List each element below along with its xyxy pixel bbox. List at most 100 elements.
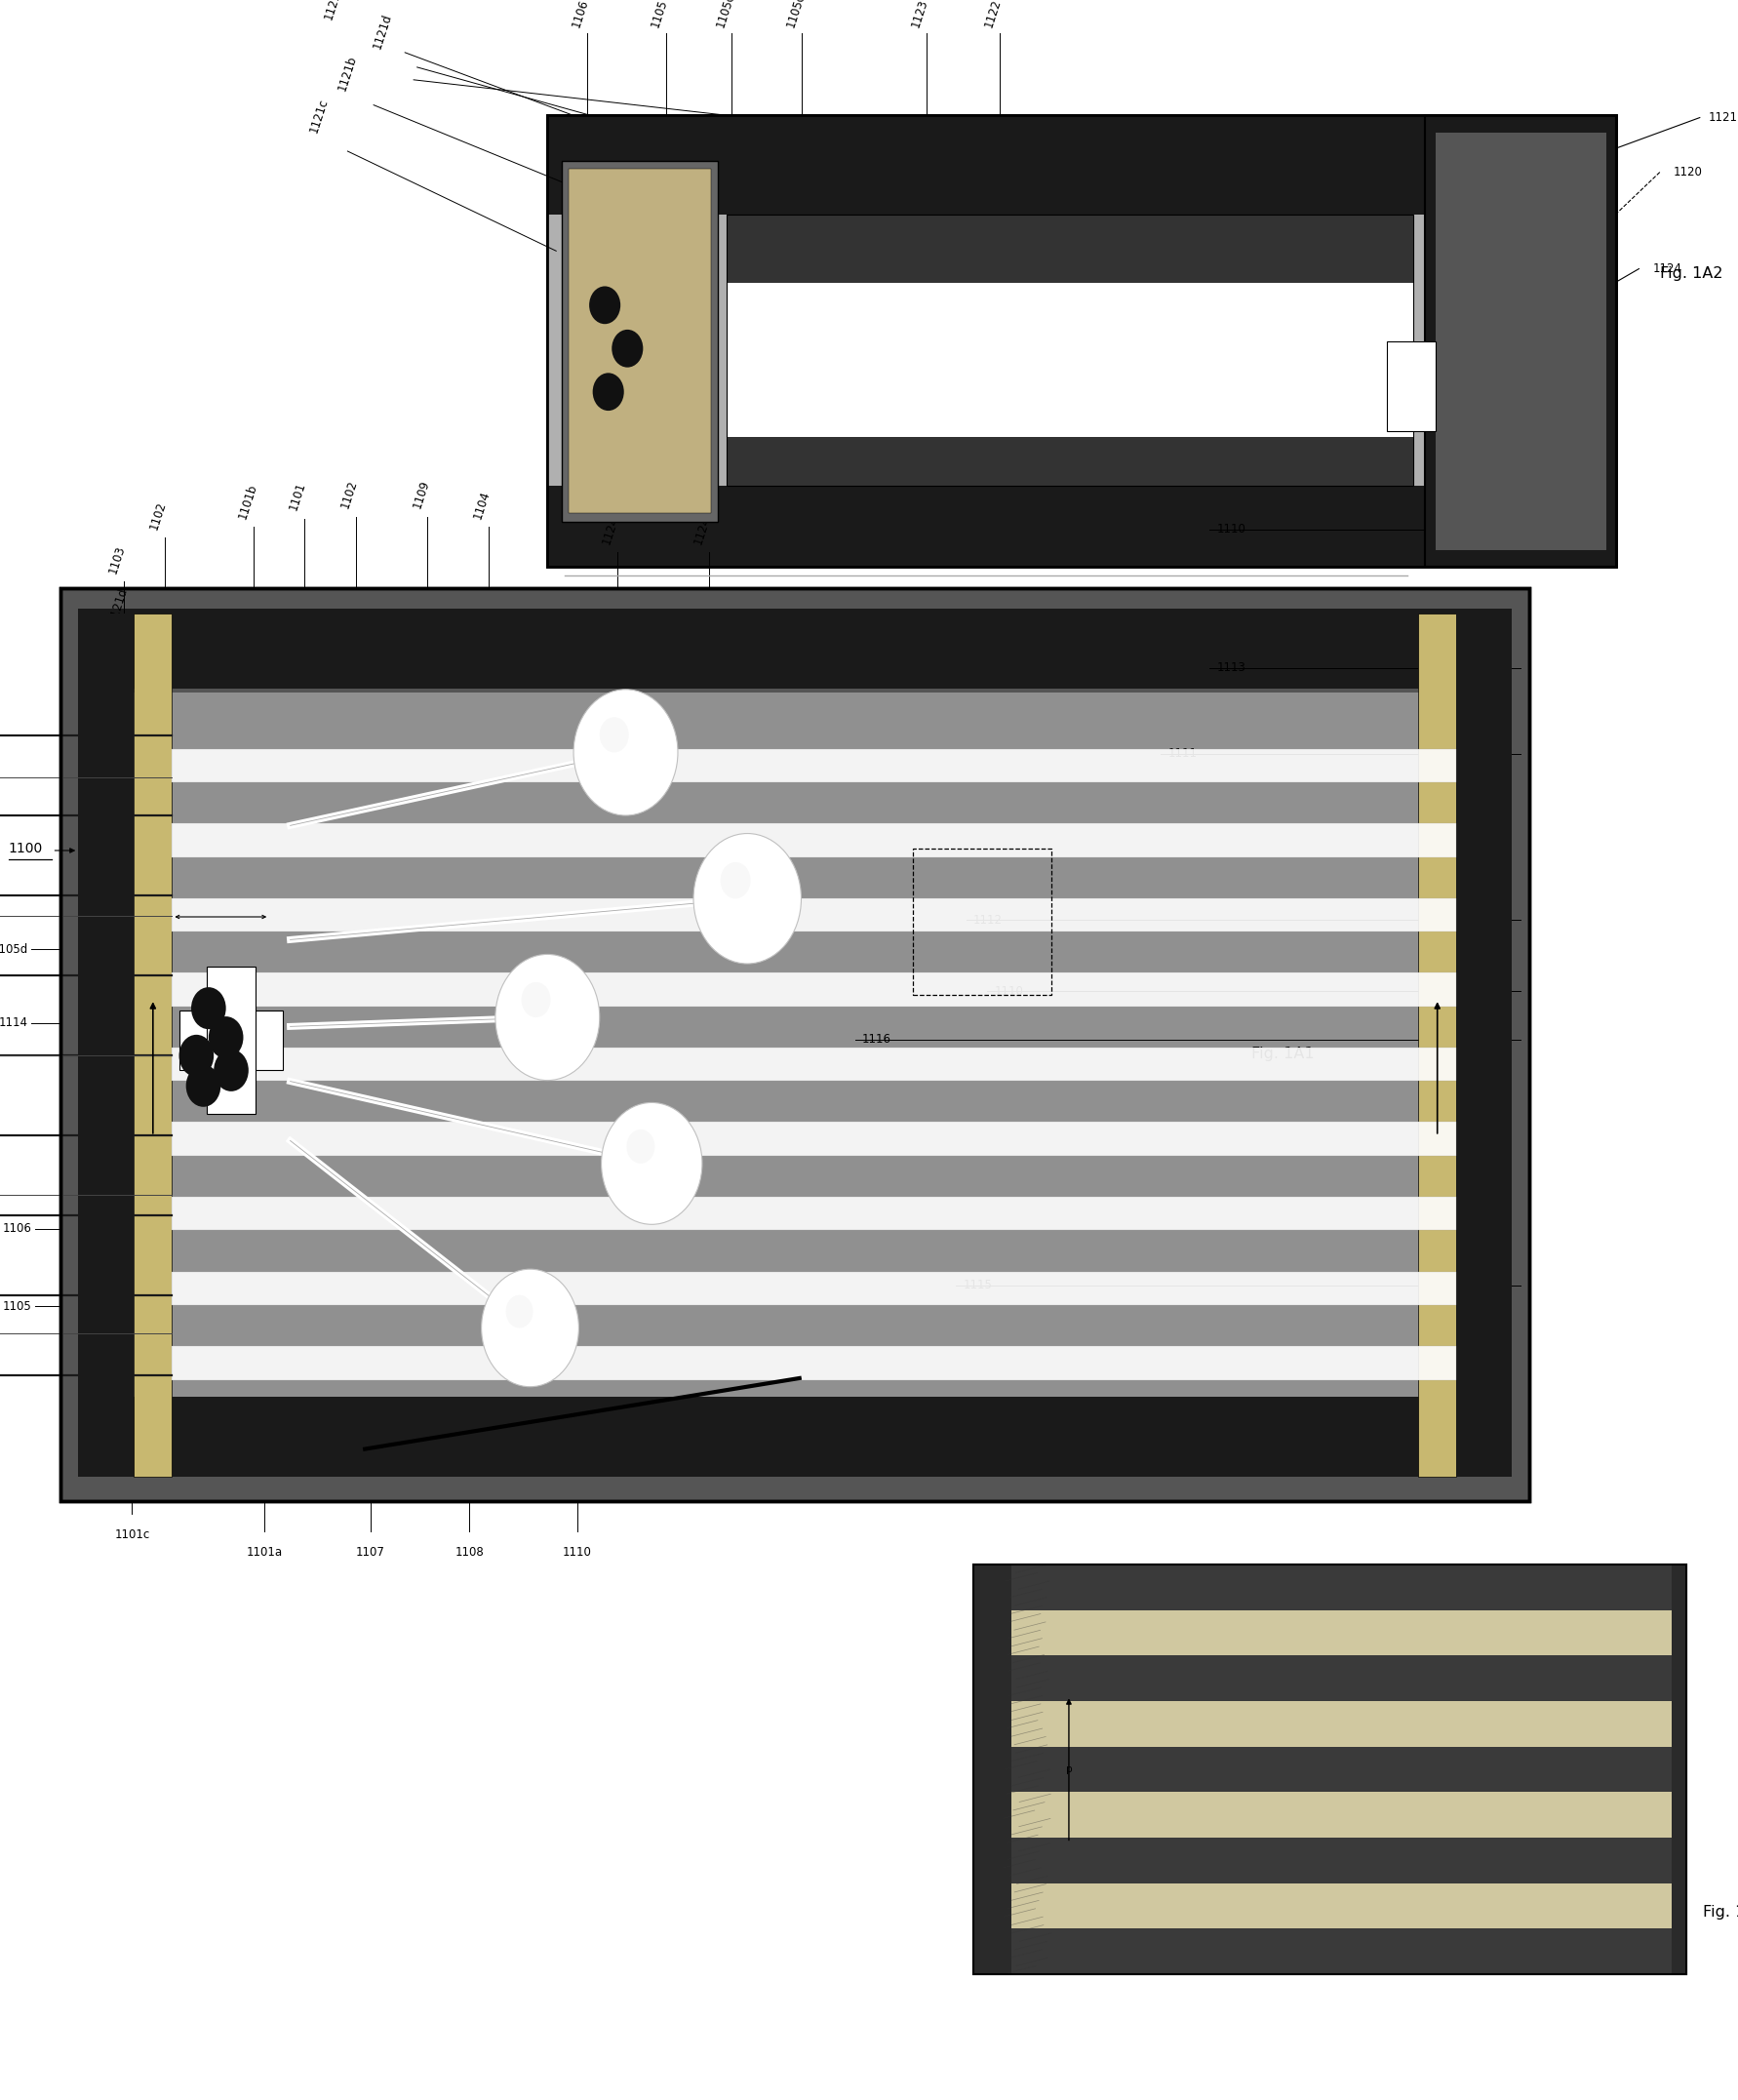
Text: 1121b: 1121b bbox=[335, 55, 360, 92]
Text: 1106: 1106 bbox=[2, 1222, 31, 1235]
Circle shape bbox=[506, 1296, 534, 1327]
Text: 1109: 1109 bbox=[410, 479, 431, 510]
Text: 1105: 1105 bbox=[648, 0, 669, 29]
Text: 1105d: 1105d bbox=[784, 0, 806, 29]
Circle shape bbox=[574, 689, 678, 815]
Bar bbox=[1012, 1928, 1672, 1974]
Bar bbox=[547, 116, 1616, 567]
Bar bbox=[172, 1346, 1456, 1380]
Bar bbox=[912, 848, 1051, 995]
Text: 1105c: 1105c bbox=[714, 0, 737, 29]
Text: 1124a: 1124a bbox=[600, 508, 622, 546]
Bar bbox=[61, 588, 1529, 1502]
Circle shape bbox=[600, 718, 629, 752]
Text: 1121c: 1121c bbox=[308, 97, 330, 134]
Text: 1101a: 1101a bbox=[247, 1546, 282, 1558]
Text: 1120: 1120 bbox=[1674, 166, 1703, 178]
Text: 1121a: 1121a bbox=[322, 0, 344, 21]
Bar bbox=[1456, 613, 1512, 1476]
Text: 1108: 1108 bbox=[455, 1546, 483, 1558]
Bar bbox=[1418, 613, 1456, 1476]
Text: 1102: 1102 bbox=[339, 479, 360, 510]
Bar bbox=[1012, 1791, 1672, 1838]
Bar bbox=[78, 609, 1512, 689]
Text: 1101b: 1101b bbox=[236, 483, 259, 521]
Bar bbox=[78, 693, 1512, 1396]
Bar bbox=[172, 1271, 1456, 1304]
Bar bbox=[973, 1564, 1686, 1974]
Text: 1110: 1110 bbox=[563, 1546, 591, 1558]
Text: 1113: 1113 bbox=[1217, 662, 1246, 674]
Circle shape bbox=[209, 1016, 243, 1058]
Bar bbox=[61, 588, 1529, 1502]
Bar bbox=[561, 162, 718, 523]
Bar bbox=[172, 972, 1456, 1006]
Text: 1115: 1115 bbox=[963, 1279, 992, 1292]
Bar bbox=[207, 966, 255, 1113]
Bar bbox=[973, 1564, 1686, 1974]
Bar bbox=[172, 1048, 1456, 1082]
Text: 1107: 1107 bbox=[356, 1546, 384, 1558]
Text: 1104: 1104 bbox=[471, 489, 492, 521]
Bar bbox=[726, 284, 1413, 437]
Circle shape bbox=[593, 374, 624, 412]
Text: Fig. 1A2: Fig. 1A2 bbox=[1660, 267, 1722, 281]
Bar bbox=[1387, 340, 1436, 433]
Bar bbox=[1012, 1838, 1672, 1884]
Text: 1122: 1122 bbox=[982, 0, 1003, 29]
Bar bbox=[1012, 1701, 1672, 1747]
Text: 1121d: 1121d bbox=[106, 586, 130, 624]
Bar bbox=[726, 214, 1413, 284]
Bar bbox=[1012, 1564, 1672, 1611]
Bar bbox=[1012, 1611, 1672, 1655]
Bar bbox=[547, 214, 1616, 485]
Circle shape bbox=[495, 953, 600, 1079]
Text: Fig. 1A3: Fig. 1A3 bbox=[1703, 1905, 1738, 1919]
Bar bbox=[1012, 1747, 1672, 1791]
Text: 1106: 1106 bbox=[570, 0, 591, 29]
Bar bbox=[172, 823, 1456, 857]
Bar bbox=[547, 485, 1616, 567]
Circle shape bbox=[191, 987, 226, 1029]
Text: 1116: 1116 bbox=[862, 1033, 892, 1046]
Text: 1121d: 1121d bbox=[370, 13, 395, 50]
Bar bbox=[172, 750, 1456, 783]
Text: 1104: 1104 bbox=[106, 640, 127, 672]
Text: 1110: 1110 bbox=[1217, 523, 1246, 536]
Text: 1124b: 1124b bbox=[692, 508, 716, 546]
Circle shape bbox=[601, 1102, 702, 1224]
Circle shape bbox=[612, 330, 643, 368]
Bar bbox=[78, 613, 134, 1476]
Text: 1111: 1111 bbox=[1168, 748, 1197, 760]
Circle shape bbox=[693, 834, 801, 964]
Circle shape bbox=[521, 983, 551, 1016]
Text: 1110: 1110 bbox=[994, 985, 1024, 998]
Circle shape bbox=[589, 286, 620, 323]
Text: Fig. 1A1: Fig. 1A1 bbox=[1251, 1046, 1314, 1060]
Text: 1105d: 1105d bbox=[0, 943, 28, 956]
Text: 1105: 1105 bbox=[2, 1300, 31, 1312]
Bar bbox=[547, 116, 1616, 214]
Text: 1101: 1101 bbox=[287, 481, 308, 512]
Bar bbox=[1012, 1884, 1672, 1928]
Text: p: p bbox=[1065, 1764, 1072, 1775]
Bar bbox=[1436, 132, 1606, 550]
Text: 1103: 1103 bbox=[106, 544, 127, 575]
Circle shape bbox=[214, 1050, 249, 1092]
Bar bbox=[172, 1197, 1456, 1231]
Circle shape bbox=[627, 1130, 655, 1163]
Bar bbox=[1012, 1655, 1672, 1701]
Text: 1121: 1121 bbox=[1708, 111, 1738, 124]
Text: 1112: 1112 bbox=[973, 914, 1003, 926]
Bar bbox=[726, 437, 1413, 485]
Text: 1124: 1124 bbox=[1653, 262, 1682, 275]
Bar bbox=[172, 899, 1456, 932]
Bar bbox=[179, 1010, 283, 1069]
Bar bbox=[134, 613, 172, 1476]
Text: 1100: 1100 bbox=[9, 842, 43, 855]
Bar bbox=[547, 116, 1616, 567]
Text: 1102: 1102 bbox=[148, 500, 169, 531]
Text: 1123: 1123 bbox=[909, 0, 930, 29]
Circle shape bbox=[721, 863, 751, 899]
Bar bbox=[1425, 116, 1616, 567]
